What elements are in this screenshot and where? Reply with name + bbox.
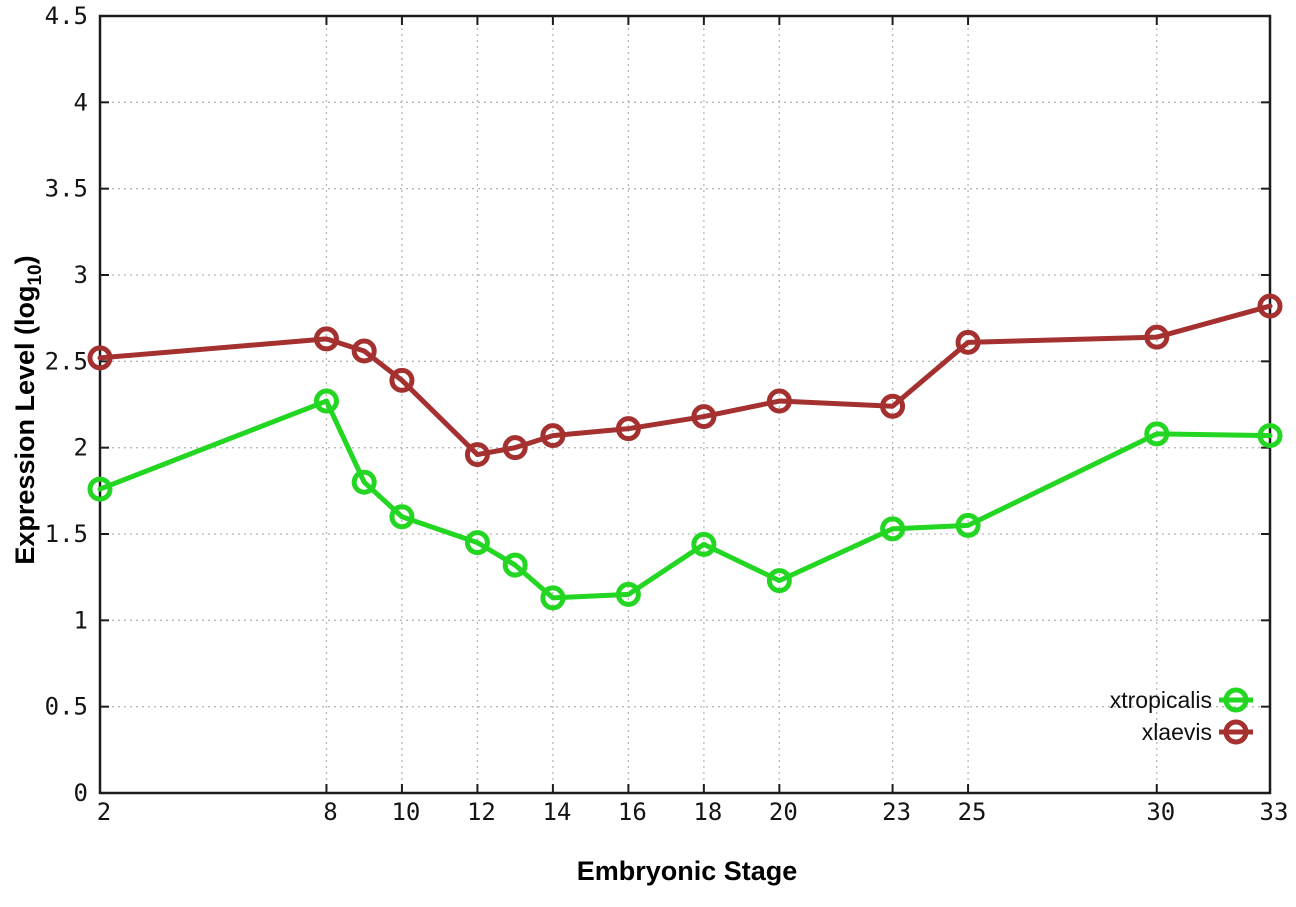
data-point-xtropicalis: [540, 585, 566, 611]
data-point-xtropicalis: [502, 552, 528, 578]
y-tick-label: 2.5: [45, 347, 88, 375]
data-point-xtropicalis: [1257, 423, 1283, 449]
x-tick-label: 2: [97, 798, 111, 826]
x-tick-label: 20: [769, 798, 798, 826]
x-tick-label: 10: [391, 798, 420, 826]
y-tick-label: 3.5: [45, 175, 88, 203]
y-tick-label: 0.5: [45, 693, 88, 721]
data-point-xlaevis: [1144, 324, 1170, 350]
data-point-xtropicalis: [766, 568, 792, 594]
y-tick-label: 2: [74, 434, 88, 462]
x-tick-label: 16: [618, 798, 647, 826]
data-point-xtropicalis: [313, 388, 339, 414]
legend-label-xtropicalis: xtropicalis: [1110, 687, 1212, 713]
series-line-xlaevis: [97, 303, 1273, 458]
data-point-xlaevis: [615, 416, 641, 442]
data-point-xlaevis: [464, 442, 490, 468]
data-point-xlaevis: [351, 338, 377, 364]
data-point-xtropicalis: [615, 581, 641, 607]
legend: xtropicalis xlaevis: [1110, 687, 1253, 745]
data-point-xlaevis: [955, 329, 981, 355]
x-tick-label: 18: [693, 798, 722, 826]
data-point-xlaevis: [766, 388, 792, 414]
legend-marker-xlaevis: [1223, 719, 1249, 745]
data-point-xtropicalis: [880, 516, 906, 542]
data-point-xlaevis: [389, 367, 415, 393]
x-tick-label: 14: [542, 798, 571, 826]
y-tick-label: 0: [74, 779, 88, 807]
data-point-xlaevis: [540, 423, 566, 449]
legend-label-xlaevis: xlaevis: [1142, 719, 1212, 745]
data-point-xtropicalis: [955, 512, 981, 538]
plot-border: [98, 14, 1272, 795]
data-point-xlaevis: [880, 393, 906, 419]
data-point-xtropicalis: [691, 531, 717, 557]
x-tick-label: 33: [1260, 798, 1289, 826]
plot-area: 2 8 10 12 14 16 18 20 23 25 30 33 0 0.5 1 1.5 2 2.5 3 3.5 4 4…: [45, 2, 1289, 826]
x-tick-label: 12: [467, 798, 496, 826]
y-axis-title-subscript: 10: [25, 264, 46, 285]
x-tick-label: 23: [882, 798, 911, 826]
y-axis-title: Expression Level (log10): [10, 255, 46, 564]
x-tick-label: 8: [323, 798, 337, 826]
data-point-xtropicalis: [464, 530, 490, 556]
y-tick-label: 1: [74, 606, 88, 634]
data-point-xtropicalis: [87, 476, 113, 502]
y-axis-title-close: ): [10, 255, 40, 264]
data-point-xlaevis: [313, 326, 339, 352]
series-line-xtropicalis: [97, 398, 1273, 601]
y-tick-label: 1.5: [45, 520, 88, 548]
data-point-xlaevis: [691, 404, 717, 430]
y-tick-label: 3: [74, 261, 88, 289]
data-point-xlaevis: [87, 345, 113, 371]
x-axis-title: Embryonic Stage: [577, 856, 798, 886]
y-tick-label: 4: [74, 88, 88, 116]
data-point-xtropicalis: [1144, 421, 1170, 447]
data-point-xlaevis: [1257, 293, 1283, 319]
y-tick-label: 4.5: [45, 2, 88, 30]
x-tick-label: 30: [1146, 798, 1175, 826]
data-point-xtropicalis: [351, 469, 377, 495]
data-point-xlaevis: [502, 435, 528, 461]
data-point-xtropicalis: [389, 504, 415, 530]
y-axis-title-main: Expression Level (log: [10, 286, 40, 565]
x-tick-label: 25: [958, 798, 987, 826]
legend-marker-xtropicalis: [1223, 687, 1249, 713]
